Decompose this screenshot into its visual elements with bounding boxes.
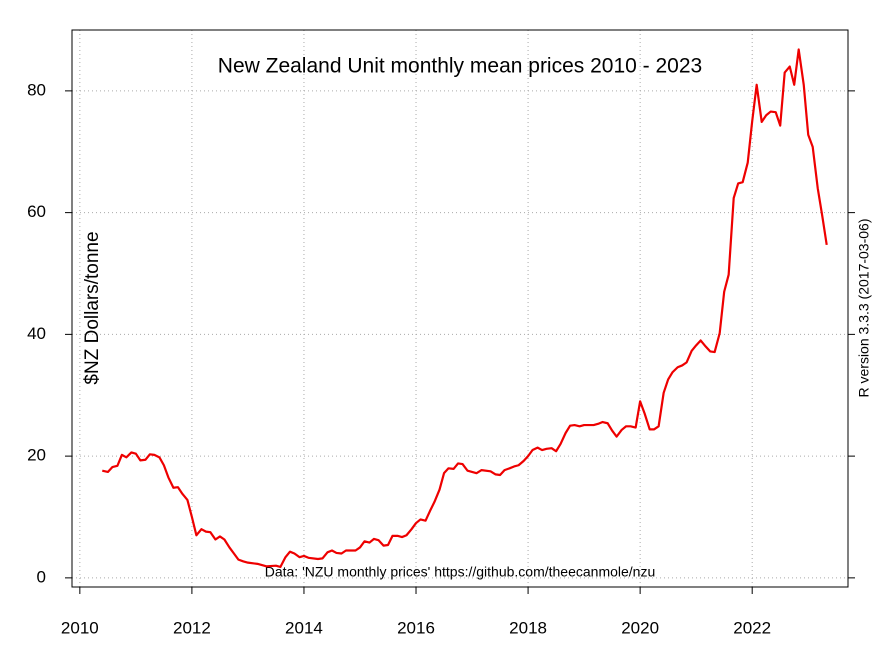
annotation: Data: 'NZU monthly prices' https://githu… <box>265 564 656 580</box>
x-tick-label: 2012 <box>173 618 211 637</box>
y-tick-label: 80 <box>27 80 46 99</box>
y-tick-label: 40 <box>27 324 46 343</box>
x-tick-label: 2020 <box>621 618 659 637</box>
price-line <box>102 48 828 569</box>
x-tick-label: 2022 <box>733 618 771 637</box>
x-tick-label: 2014 <box>285 618 323 637</box>
x-tick-label: 2010 <box>61 618 99 637</box>
y-axis-label: $NZ Dollars/tonne <box>82 231 103 384</box>
y-tick-label: 0 <box>37 567 46 586</box>
side-note: R version 3.3.3 (2017-03-06) <box>856 219 872 398</box>
x-tick-label: 2018 <box>509 618 547 637</box>
y-tick-label: 60 <box>27 202 46 221</box>
x-tick-label: 2016 <box>397 618 435 637</box>
chart-title: New Zealand Unit monthly mean prices 201… <box>218 55 702 78</box>
y-tick-label: 20 <box>27 446 46 465</box>
plot-frame <box>71 29 849 588</box>
